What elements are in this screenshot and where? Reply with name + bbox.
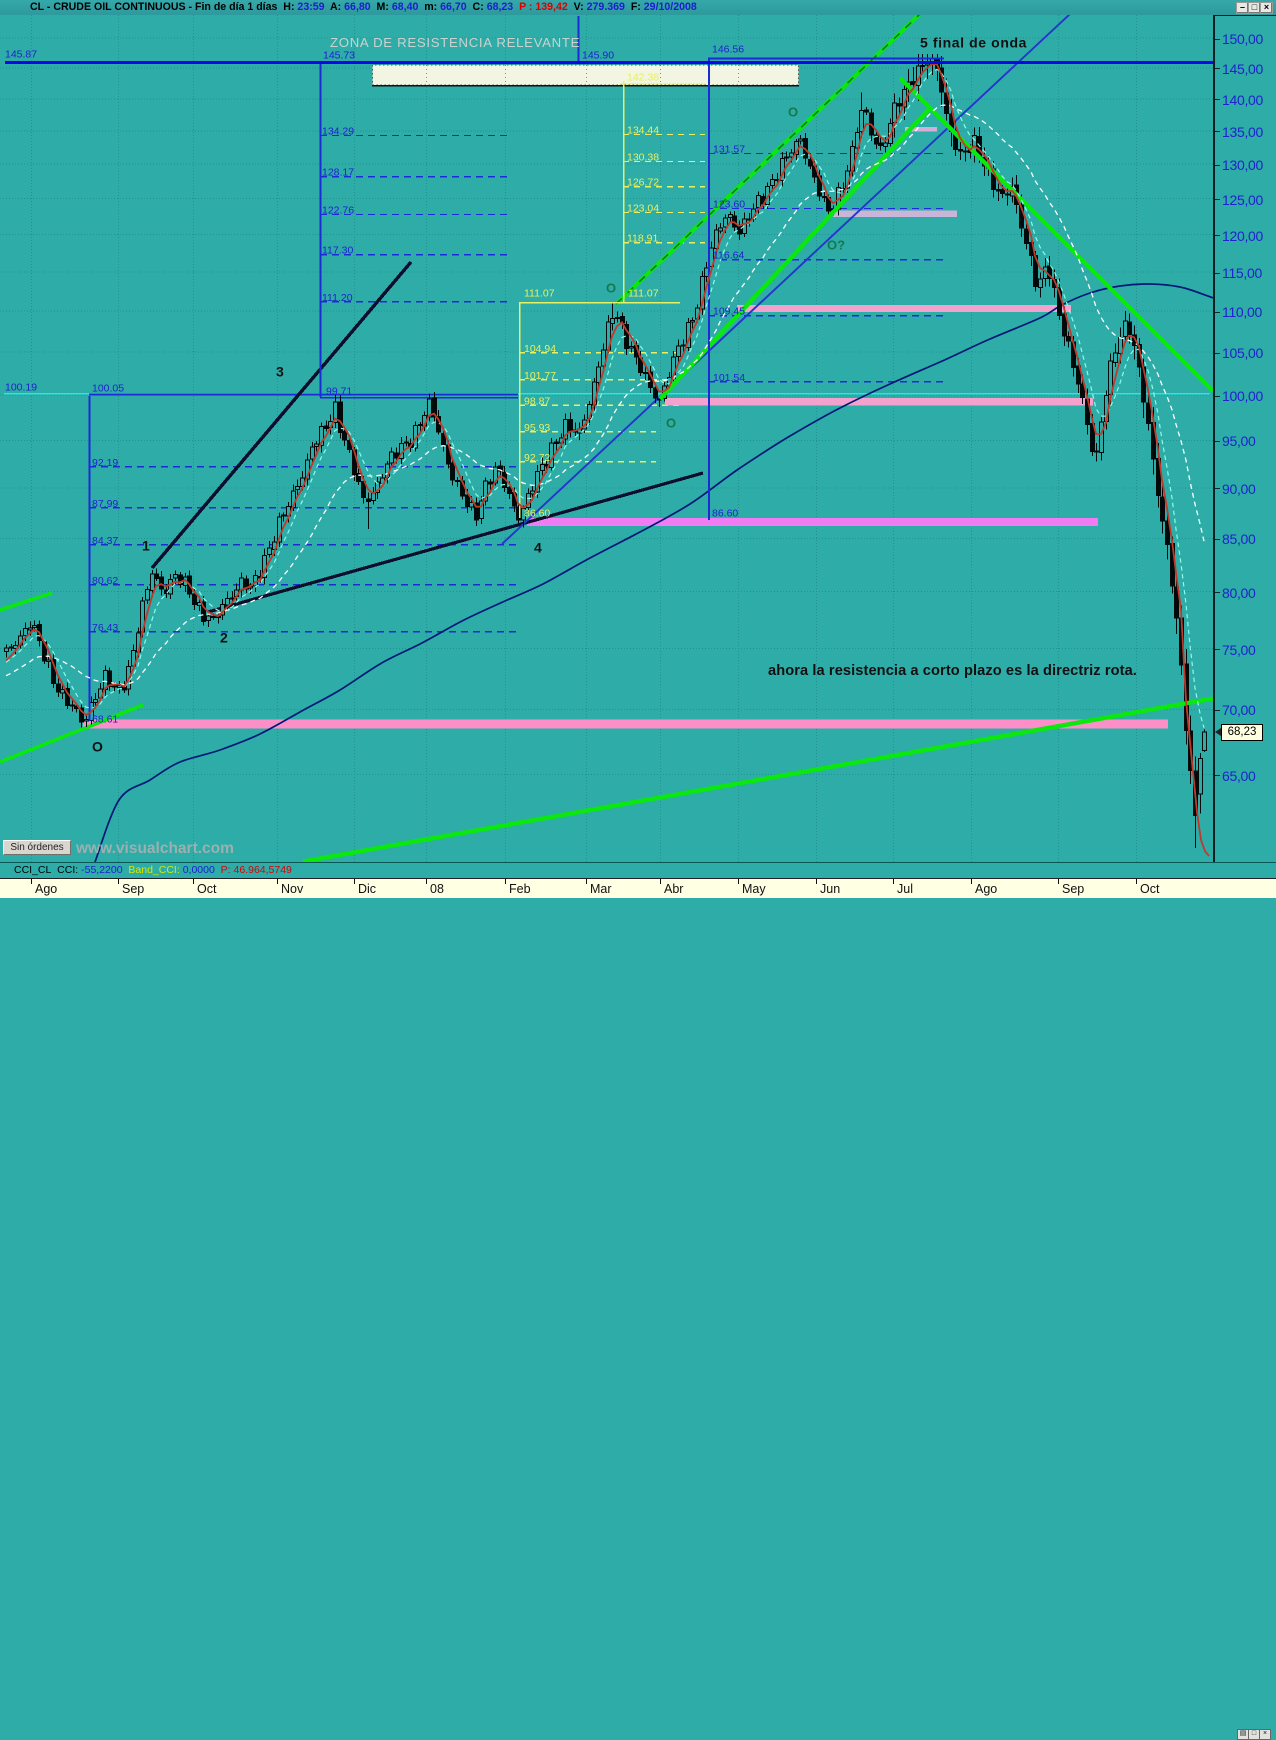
svg-text:4: 4 bbox=[534, 540, 542, 556]
svg-text:111.20: 111.20 bbox=[322, 292, 353, 304]
svg-text:126.72: 126.72 bbox=[627, 177, 659, 189]
svg-text:O: O bbox=[788, 105, 798, 120]
svg-text:122.76: 122.76 bbox=[322, 205, 354, 217]
svg-text:101.77: 101.77 bbox=[524, 370, 556, 382]
svg-text:130.38: 130.38 bbox=[627, 152, 659, 164]
svg-text:O?: O? bbox=[827, 238, 845, 253]
svg-text:128.17: 128.17 bbox=[322, 167, 354, 179]
svg-text:118.91: 118.91 bbox=[627, 233, 658, 245]
svg-text:O: O bbox=[666, 416, 676, 431]
svg-text:101.54: 101.54 bbox=[713, 372, 745, 384]
svg-text:O: O bbox=[606, 281, 616, 296]
svg-text:www.visualchart.com: www.visualchart.com bbox=[75, 840, 234, 857]
svg-text:104.94: 104.94 bbox=[524, 343, 556, 355]
svg-text:117.30: 117.30 bbox=[322, 245, 353, 257]
svg-text:1: 1 bbox=[142, 538, 150, 554]
svg-text:100.19: 100.19 bbox=[5, 382, 37, 394]
svg-text:123.04: 123.04 bbox=[627, 203, 659, 215]
svg-text:O: O bbox=[92, 739, 103, 755]
svg-text:145.73: 145.73 bbox=[323, 50, 355, 62]
svg-text:92.19: 92.19 bbox=[92, 457, 118, 469]
svg-text:111.07: 111.07 bbox=[524, 288, 555, 300]
svg-text:109.45: 109.45 bbox=[713, 306, 745, 318]
svg-text:134.29: 134.29 bbox=[322, 126, 354, 138]
svg-text:3: 3 bbox=[276, 364, 284, 380]
svg-text:99.71: 99.71 bbox=[326, 386, 352, 398]
svg-text:123.60: 123.60 bbox=[713, 199, 745, 211]
svg-text:146.56: 146.56 bbox=[712, 44, 744, 56]
svg-text:131.57: 131.57 bbox=[713, 144, 745, 156]
svg-text:80.62: 80.62 bbox=[92, 575, 118, 587]
svg-text:116.64: 116.64 bbox=[713, 250, 744, 262]
svg-text:86.60: 86.60 bbox=[524, 508, 550, 520]
svg-text:86.60: 86.60 bbox=[712, 508, 738, 520]
svg-text:145.87: 145.87 bbox=[5, 49, 37, 61]
svg-text:ZONA DE RESISTENCIA RELEVANTE: ZONA DE RESISTENCIA RELEVANTE bbox=[330, 35, 580, 50]
svg-text:87.99: 87.99 bbox=[92, 498, 118, 510]
svg-text:92.72: 92.72 bbox=[524, 452, 550, 464]
svg-text:111.07: 111.07 bbox=[628, 288, 659, 300]
svg-text:76.43: 76.43 bbox=[92, 622, 118, 634]
svg-text:98.87: 98.87 bbox=[524, 395, 550, 407]
svg-text:68.61: 68.61 bbox=[92, 714, 118, 726]
svg-text:2: 2 bbox=[220, 630, 228, 646]
svg-text:5 final de onda: 5 final de onda bbox=[920, 35, 1027, 51]
svg-text:100.05: 100.05 bbox=[92, 383, 124, 395]
svg-text:142.38: 142.38 bbox=[627, 72, 659, 84]
svg-text:134.44: 134.44 bbox=[627, 125, 659, 137]
svg-text:ahora la resistencia a corto p: ahora la resistencia a corto plazo es la… bbox=[768, 663, 1137, 679]
svg-text:84.37: 84.37 bbox=[92, 535, 118, 547]
svg-text:145.90: 145.90 bbox=[582, 50, 614, 62]
svg-text:95.93: 95.93 bbox=[524, 422, 550, 434]
